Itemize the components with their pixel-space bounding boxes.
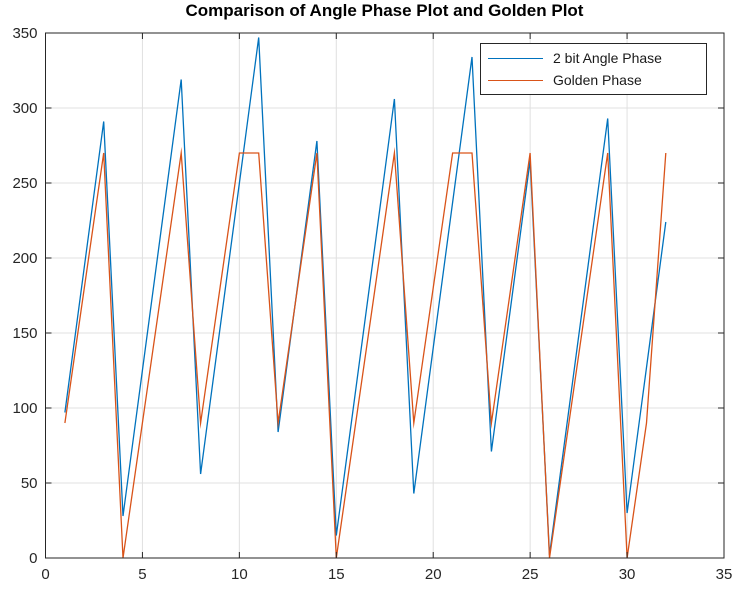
x-tick-label: 15 bbox=[328, 566, 345, 583]
legend-line-sample-series1 bbox=[488, 57, 543, 59]
legend-label: 2 bit Angle Phase bbox=[553, 50, 662, 66]
x-tick-label: 35 bbox=[716, 566, 733, 583]
chart-title: Comparison of Angle Phase Plot and Golde… bbox=[185, 1, 584, 20]
axes-box bbox=[45, 32, 725, 559]
y-tick-label: 50 bbox=[21, 475, 38, 492]
y-tick-label: 150 bbox=[12, 325, 37, 342]
legend: 2 bit Angle Phase Golden Phase bbox=[480, 43, 707, 95]
x-tick-label: 5 bbox=[138, 566, 146, 583]
series-line-2 bbox=[64, 146, 667, 559]
x-tick-label: 25 bbox=[522, 566, 539, 583]
legend-entry: 2 bit Angle Phase bbox=[481, 50, 706, 66]
legend-label: Golden Phase bbox=[553, 72, 642, 88]
y-tick-label: 300 bbox=[12, 100, 37, 117]
y-tick-label: 0 bbox=[29, 550, 37, 567]
legend-line-sample-series2 bbox=[488, 79, 543, 81]
x-tick-label: 0 bbox=[41, 566, 49, 583]
x-tick-label: 20 bbox=[425, 566, 442, 583]
legend-entry: Golden Phase bbox=[481, 72, 706, 88]
x-tick-label: 10 bbox=[231, 566, 248, 583]
x-tick-label: 30 bbox=[619, 566, 636, 583]
y-tick-label: 200 bbox=[12, 250, 37, 267]
series-line-1 bbox=[64, 37, 667, 556]
y-tick-label: 100 bbox=[12, 400, 37, 417]
y-tick-label: 250 bbox=[12, 175, 37, 192]
y-tick-label: 350 bbox=[12, 25, 37, 42]
